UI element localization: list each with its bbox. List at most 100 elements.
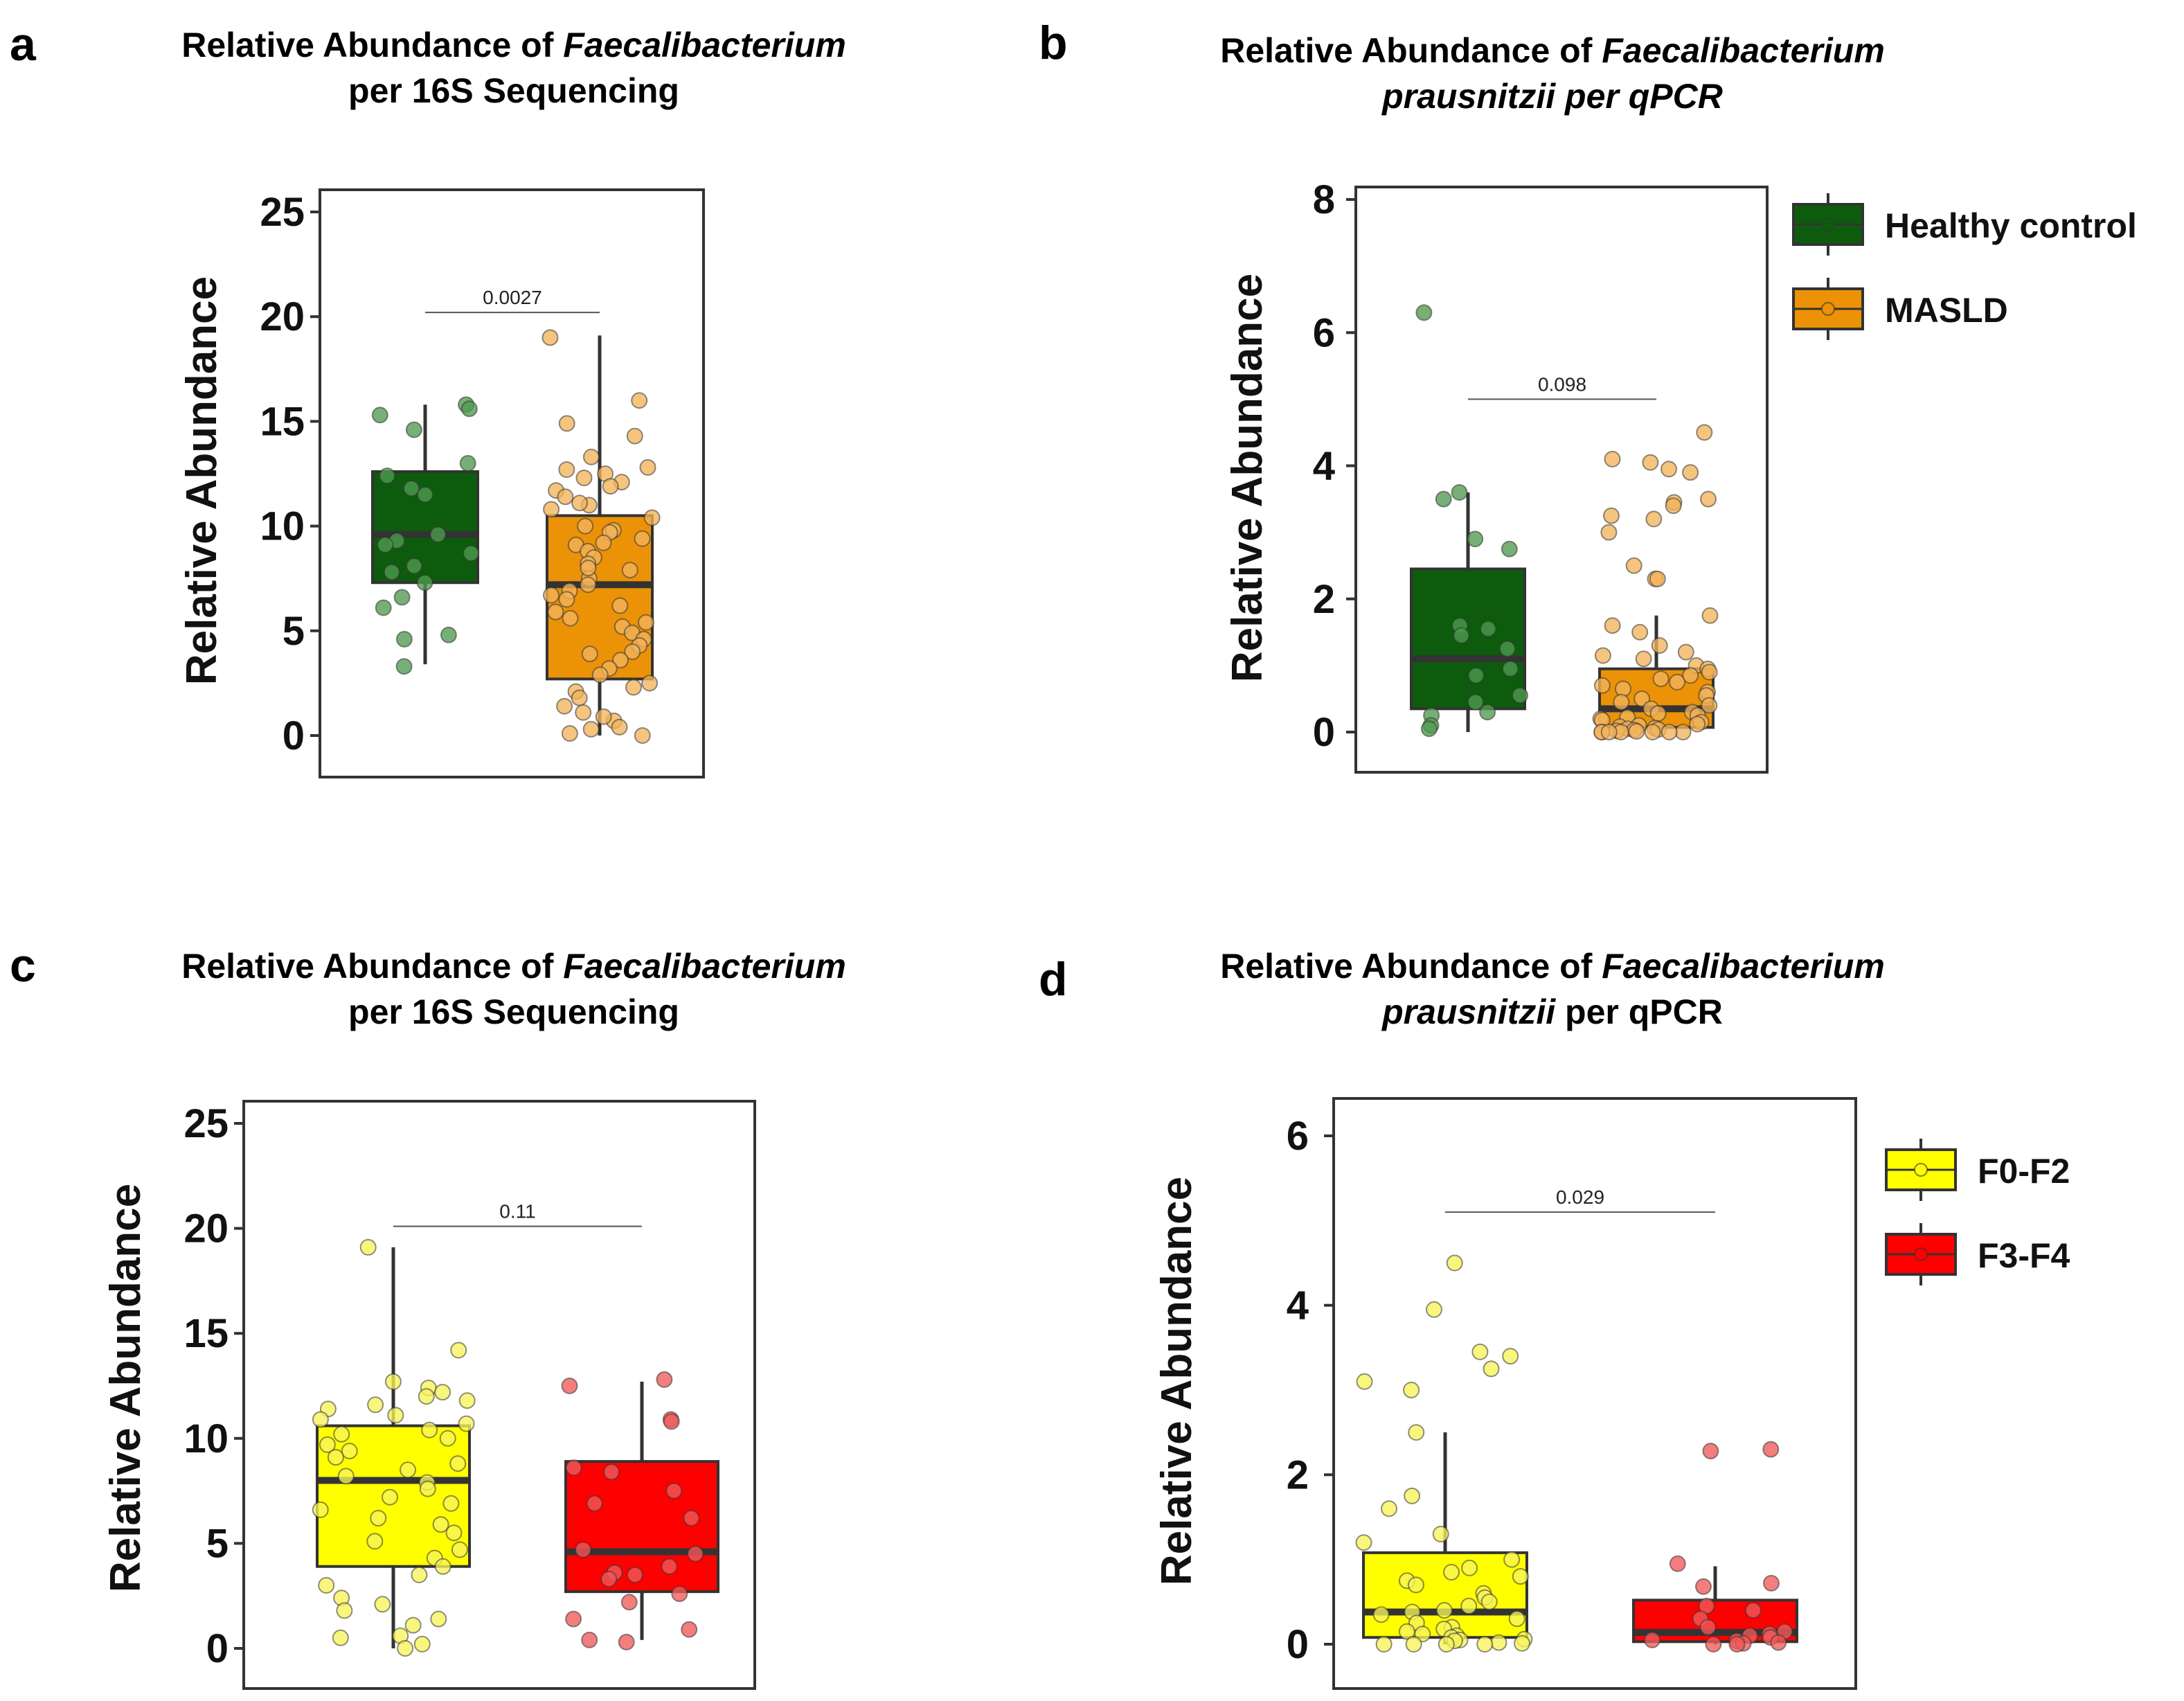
data-point — [1701, 664, 1718, 681]
data-point — [1770, 1634, 1787, 1651]
data-point — [626, 427, 643, 445]
panel-letter-c: c — [10, 939, 36, 992]
y-tick-label: 2 — [1313, 577, 1335, 622]
legend-entry: Healthy control — [1792, 193, 2137, 256]
data-point — [1677, 643, 1694, 661]
data-point — [1476, 1636, 1494, 1653]
data-point — [1405, 1636, 1422, 1653]
data-point — [603, 1463, 620, 1481]
data-point — [1451, 484, 1468, 501]
data-point — [312, 1411, 329, 1428]
data-point — [460, 400, 478, 418]
panel-letter-b: b — [1039, 17, 1068, 69]
data-point — [383, 564, 400, 581]
data-point — [451, 1541, 468, 1558]
data-point — [1699, 1619, 1717, 1636]
y-tick-label: 8 — [1313, 177, 1335, 222]
data-point — [1665, 497, 1682, 515]
data-point — [577, 517, 594, 535]
data-point — [1502, 1348, 1519, 1365]
data-point — [434, 1558, 451, 1575]
y-tick-label: 5 — [206, 1521, 229, 1566]
panel-b-title: Relative Abundance of Faecalibacterium p… — [1220, 31, 1885, 116]
data-point — [1593, 677, 1611, 694]
data-point — [1420, 720, 1438, 738]
y-tick-label: 4 — [1287, 1283, 1309, 1328]
data-point — [634, 530, 651, 547]
data-point — [611, 718, 628, 736]
data-point — [434, 1384, 451, 1401]
data-point — [681, 1621, 698, 1638]
y-tick-label: 15 — [184, 1311, 229, 1356]
data-point — [1498, 640, 1516, 657]
y-tick-label: 10 — [184, 1416, 229, 1461]
chart-b: 0 2 4 6 8 Relative Abundance 0.098 Healthy cont… — [1224, 177, 2137, 774]
data-point — [665, 1482, 683, 1499]
data-point — [1644, 724, 1661, 740]
data-point — [565, 1459, 582, 1477]
data-point — [419, 1480, 436, 1497]
data-point — [1471, 1343, 1489, 1360]
data-point — [332, 1629, 349, 1646]
data-point — [687, 1545, 704, 1562]
data-point — [417, 486, 433, 504]
box — [1410, 567, 1526, 711]
data-point — [442, 1495, 460, 1512]
data-point — [374, 1596, 391, 1613]
data-point — [1649, 705, 1667, 722]
data-point — [1502, 660, 1519, 677]
data-point — [571, 495, 589, 512]
data-point — [1603, 507, 1620, 524]
data-point — [1600, 724, 1618, 740]
data-point — [1512, 687, 1529, 704]
data-point — [327, 1449, 344, 1466]
legend-key-point — [1821, 302, 1835, 316]
data-point — [416, 574, 433, 591]
data-point — [1372, 1606, 1390, 1623]
box-group — [371, 396, 480, 675]
data-point — [571, 689, 588, 706]
data-point — [1644, 1631, 1661, 1648]
y-tick-label: 25 — [184, 1101, 229, 1146]
data-point — [1480, 1593, 1498, 1610]
data-point — [1702, 1443, 1719, 1460]
box-group — [561, 1371, 719, 1650]
data-point — [1728, 1636, 1746, 1653]
data-point — [1460, 1597, 1478, 1614]
data-point — [341, 1443, 358, 1459]
data-point — [395, 658, 413, 675]
data-point — [1432, 1526, 1449, 1542]
legend-label: Healthy control — [1885, 206, 2137, 245]
data-point — [1669, 1555, 1686, 1572]
data-point — [1407, 1576, 1424, 1594]
data-point — [1467, 693, 1484, 711]
data-point — [639, 458, 656, 476]
y-tick-label: 10 — [260, 504, 305, 549]
y-tick-label: 0 — [1313, 710, 1335, 755]
data-point — [440, 626, 457, 643]
data-point — [1467, 531, 1484, 548]
data-point — [1467, 667, 1485, 684]
data-point — [558, 591, 575, 608]
data-point — [1762, 1441, 1780, 1458]
y-axis-label: Relative Abundance — [102, 1184, 150, 1592]
data-point — [683, 1510, 700, 1526]
data-point — [319, 1436, 336, 1453]
data-point — [557, 488, 574, 506]
box-group — [1632, 1441, 1798, 1653]
data-point — [562, 609, 579, 627]
data-point — [611, 597, 629, 614]
data-point — [449, 1455, 467, 1472]
data-point — [558, 461, 575, 478]
box — [564, 1460, 719, 1594]
box-group — [312, 1238, 476, 1657]
y-axis-label: Relative Abundance — [1153, 1177, 1201, 1585]
data-point — [1628, 723, 1645, 740]
data-point — [395, 630, 413, 648]
data-point — [366, 1533, 384, 1550]
data-point — [1356, 1373, 1373, 1390]
data-point — [624, 643, 641, 660]
y-tick-label: 0 — [206, 1626, 229, 1671]
data-point — [656, 1371, 673, 1388]
